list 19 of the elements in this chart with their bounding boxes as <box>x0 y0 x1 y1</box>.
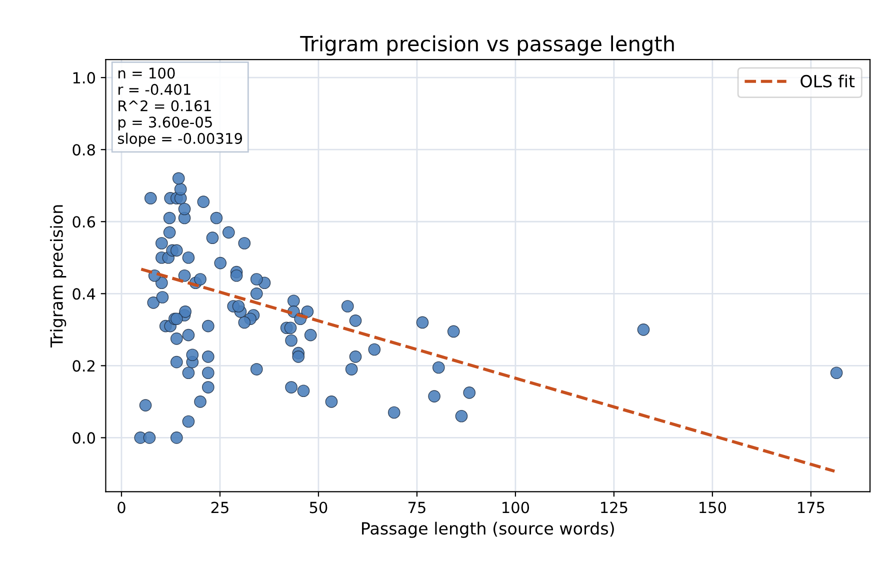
chart-title: Trigram precision vs passage length <box>300 35 674 56</box>
y-tick-label: 0.6 <box>72 216 96 228</box>
x-tick-label: 100 <box>502 502 530 514</box>
y-tick-label: 0.0 <box>72 432 95 444</box>
x-tick-label: 25 <box>211 502 228 514</box>
x-axis-title: Passage length (source words) <box>362 522 614 538</box>
legend-label: OLS fit <box>800 74 855 88</box>
x-tick-label: 50 <box>310 502 328 514</box>
x-tick-label: 125 <box>601 502 628 514</box>
annotation: n = 100 r = -0.401 R^2 = 0.161 p = 3.60e-05 slope = -0.00319 <box>118 68 242 147</box>
x-tick-label: 150 <box>700 502 726 514</box>
y-axis-title: Trigram precision <box>50 205 66 348</box>
y-tick-label: 0.4 <box>72 288 96 300</box>
x-tick-label: 0 <box>118 502 126 514</box>
y-tick-label: 0.2 <box>72 360 94 372</box>
y-tick-label: 0.8 <box>72 144 95 156</box>
x-tick-label: 175 <box>798 502 824 514</box>
y-tick-label: 1.0 <box>73 72 95 84</box>
x-tick-label: 75 <box>408 502 426 514</box>
